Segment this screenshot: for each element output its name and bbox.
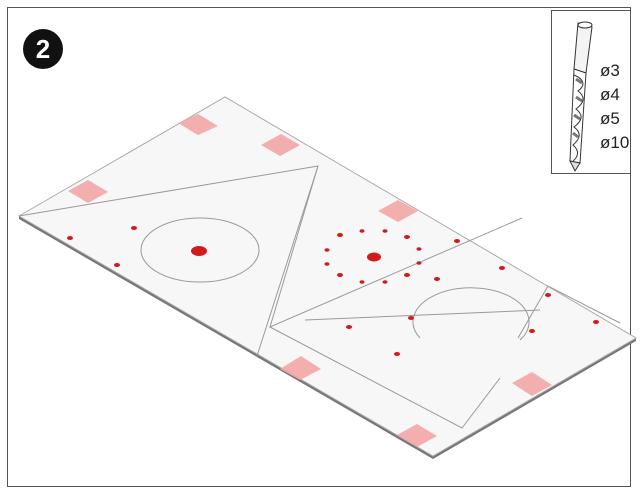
- lower-triangle-outline: [269, 326, 501, 429]
- hole: [408, 316, 414, 320]
- hole: [593, 320, 599, 324]
- tape-mark: [178, 114, 218, 135]
- hole: [499, 266, 505, 270]
- drill-holes: [67, 226, 599, 356]
- hole: [404, 235, 410, 239]
- hole: [545, 293, 551, 297]
- divider-line: [304, 309, 541, 321]
- drill-size-label: ø4: [600, 85, 620, 104]
- drill-size-label: ø5: [600, 109, 620, 128]
- hole: [346, 325, 352, 329]
- hole-large: [191, 246, 207, 256]
- hole: [382, 229, 388, 233]
- hole: [359, 229, 365, 233]
- drill-size-label: ø3: [600, 61, 620, 80]
- hole: [404, 273, 410, 277]
- circle-guide-left: [140, 217, 260, 283]
- hole: [67, 236, 73, 240]
- step-number-badge: 2: [23, 29, 63, 69]
- tape-mark: [397, 424, 437, 447]
- hole: [416, 261, 422, 265]
- hole: [529, 329, 535, 333]
- hole: [337, 233, 343, 237]
- hole-large: [367, 252, 381, 262]
- tape-mark: [512, 372, 552, 396]
- cut-outlines: [18, 165, 621, 429]
- drill-bit-icon: [569, 21, 593, 173]
- hole: [324, 248, 330, 252]
- hole: [131, 226, 137, 230]
- hole: [324, 262, 330, 266]
- drill-size-legend: ø3 ø4 ø5 ø10: [551, 10, 631, 174]
- hole: [359, 280, 365, 284]
- hole: [416, 247, 422, 251]
- sheet: [18, 96, 637, 457]
- tape-mark: [378, 200, 418, 222]
- hole: [394, 352, 400, 356]
- drill-size-label: ø10: [600, 133, 630, 152]
- hole: [434, 277, 440, 281]
- tape-mark: [261, 134, 300, 156]
- tape-mark: [68, 180, 108, 203]
- tape-mark: [280, 356, 321, 380]
- hole: [337, 273, 343, 277]
- hole: [454, 239, 460, 243]
- small-triangle-outline: [517, 285, 621, 339]
- hole: [114, 263, 120, 267]
- tape-marks: [68, 114, 552, 447]
- hole: [382, 280, 388, 284]
